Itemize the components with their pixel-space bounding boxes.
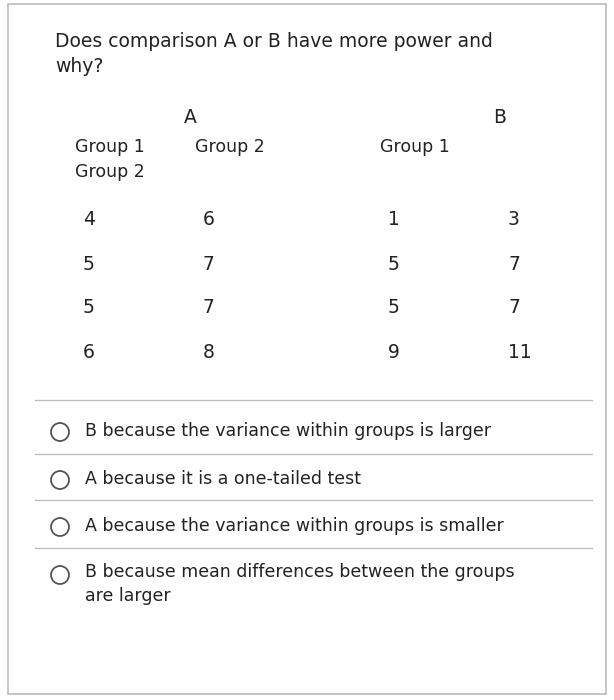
Text: B because the variance within groups is larger: B because the variance within groups is …: [85, 422, 491, 440]
Text: 5: 5: [83, 298, 95, 317]
Text: Does comparison A or B have more power and: Does comparison A or B have more power a…: [55, 32, 493, 51]
Text: Group 1: Group 1: [380, 138, 449, 156]
Text: 11: 11: [508, 343, 532, 362]
Text: Group 2: Group 2: [195, 138, 265, 156]
Text: 9: 9: [388, 343, 400, 362]
Text: Group 1: Group 1: [75, 138, 145, 156]
Text: 7: 7: [203, 298, 215, 317]
FancyBboxPatch shape: [8, 4, 606, 694]
Text: 7: 7: [508, 298, 520, 317]
Text: 7: 7: [508, 255, 520, 274]
Text: 5: 5: [83, 255, 95, 274]
Text: 7: 7: [203, 255, 215, 274]
Text: 5: 5: [388, 255, 400, 274]
Text: 8: 8: [203, 343, 215, 362]
Text: 1: 1: [388, 210, 400, 229]
Text: 4: 4: [83, 210, 95, 229]
Text: B because mean differences between the groups
are larger: B because mean differences between the g…: [85, 563, 515, 605]
Text: A because the variance within groups is smaller: A because the variance within groups is …: [85, 517, 503, 535]
Text: B: B: [494, 108, 507, 127]
Text: 6: 6: [83, 343, 95, 362]
Text: Group 2: Group 2: [75, 163, 145, 181]
Text: 3: 3: [508, 210, 520, 229]
Text: A: A: [184, 108, 196, 127]
Text: 6: 6: [203, 210, 215, 229]
Text: A because it is a one-tailed test: A because it is a one-tailed test: [85, 470, 361, 488]
Text: why?: why?: [55, 57, 103, 76]
Text: 5: 5: [388, 298, 400, 317]
